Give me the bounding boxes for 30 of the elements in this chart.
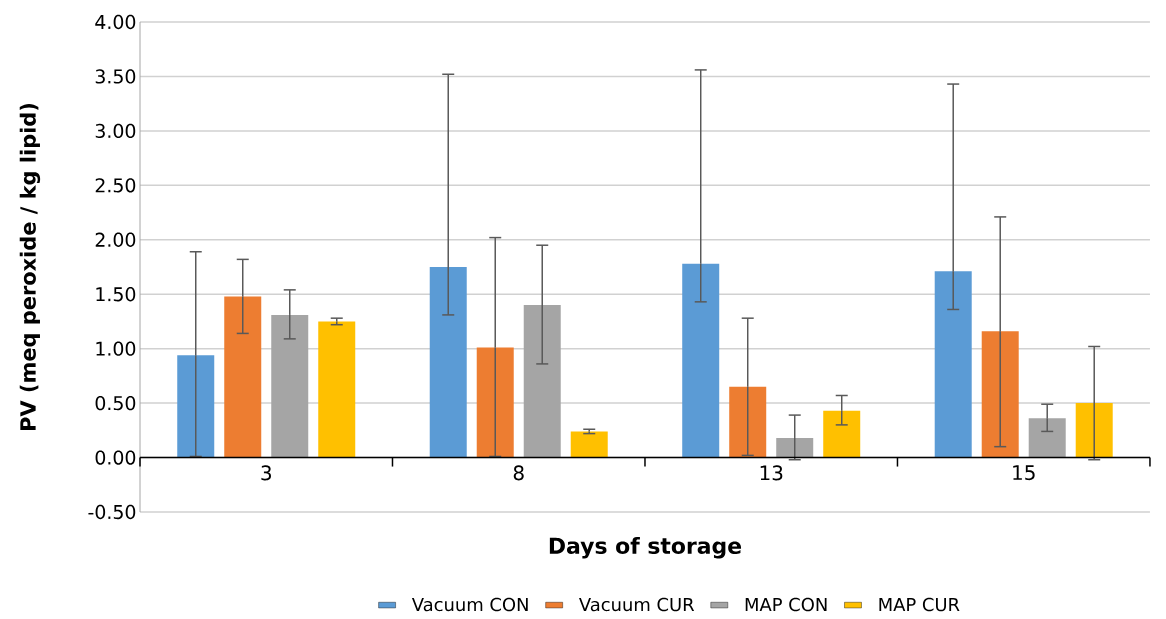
bar — [224, 296, 262, 458]
bar — [1028, 418, 1066, 458]
y-tick-label: 0.00 — [95, 450, 136, 465]
x-tick-label: 8 — [513, 465, 524, 481]
bar — [523, 305, 561, 458]
bar — [318, 321, 356, 458]
y-tick-label: 1.50 — [96, 287, 136, 302]
y-tick-label: 4.00 — [95, 14, 136, 30]
legend-label: Vacuum CON — [411, 597, 528, 612]
y-tick-label: 3.50 — [95, 69, 136, 84]
x-tick-label: 3 — [261, 465, 271, 481]
legend-label: MAP CON — [745, 597, 827, 612]
bar — [823, 410, 861, 458]
y-axis-title: PV (meq peroxide / kg lipid) — [19, 103, 41, 430]
x-axis-title: Days of storage — [549, 537, 742, 559]
bar — [271, 314, 309, 458]
bar — [934, 271, 972, 458]
bar — [570, 431, 608, 458]
bar — [429, 267, 467, 458]
legend-label: Vacuum CUR — [579, 597, 695, 612]
y-tick-label: 3.00 — [95, 123, 136, 139]
y-tick-label: -0.50 — [88, 504, 136, 520]
x-tick-label: 13 — [760, 465, 783, 481]
bar — [682, 263, 720, 458]
y-tick-label: 2.00 — [95, 232, 136, 247]
x-tick-label: 15 — [1013, 465, 1035, 481]
y-tick-label: 0.50 — [95, 395, 136, 411]
legend-label: MAP CUR — [879, 597, 960, 612]
y-tick-label: 1.00 — [96, 341, 136, 356]
y-tick-label: 2.50 — [95, 178, 136, 193]
